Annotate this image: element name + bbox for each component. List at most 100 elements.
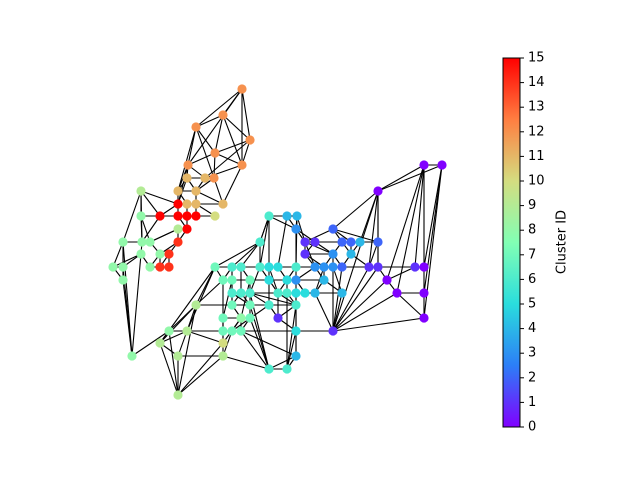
graph-edge [131, 253, 142, 357]
graph-node [136, 186, 146, 196]
graph-edge [177, 126, 197, 192]
graph-edge [214, 139, 251, 154]
graph-edge [286, 330, 297, 370]
graph-node [346, 249, 356, 259]
graph-edge [159, 342, 179, 396]
graph-node [183, 160, 193, 170]
graph-edge [187, 88, 243, 166]
graph-edge [377, 164, 443, 192]
colorbar-tick-label: 14 [528, 75, 545, 90]
graph-edge [249, 266, 261, 294]
graph-node [108, 262, 118, 272]
graph-node [273, 288, 283, 298]
graph-edge [423, 164, 443, 268]
graph-edge [332, 266, 343, 332]
graph-node [282, 364, 292, 374]
graph-node [300, 249, 310, 259]
graph-node [419, 160, 429, 170]
graph-edge [332, 190, 379, 230]
graph-edge [214, 152, 243, 166]
colorbar-tick-label: 12 [528, 124, 545, 139]
graph-node [264, 364, 274, 374]
graph-node [410, 262, 420, 272]
graph-edge [195, 114, 224, 128]
graph-edge [214, 241, 261, 268]
graph-node [182, 199, 192, 209]
graph-node [210, 148, 220, 158]
graph-edge [314, 292, 334, 332]
graph-edge [332, 279, 388, 332]
graph-node [292, 211, 302, 221]
graph-node [164, 249, 174, 259]
graph-edge [231, 241, 261, 268]
graph-node [182, 211, 192, 221]
graph-edge [286, 304, 297, 370]
graph-node [419, 262, 429, 272]
colorbar-tick-label: 2 [528, 370, 536, 385]
graph-edge [414, 164, 425, 268]
graph-node [118, 262, 128, 272]
graph-node [245, 135, 255, 145]
graph-node [236, 262, 246, 272]
graph-edge [177, 164, 189, 205]
graph-node [300, 288, 310, 298]
graph-edge [195, 279, 224, 306]
graph-node [236, 313, 246, 323]
graph-edge [122, 190, 142, 243]
graph-node [255, 237, 265, 247]
graph-node [191, 211, 201, 221]
graph-node [310, 288, 320, 298]
graph-edge [396, 292, 425, 319]
graph-edge [332, 190, 379, 332]
graph-node [291, 326, 301, 336]
graph-node [346, 237, 356, 247]
graph-node [218, 338, 228, 348]
graph-edge [186, 330, 224, 344]
colorbar-gradient [502, 57, 521, 428]
colorbar-tick-label: 4 [528, 321, 536, 336]
colorbar-tick-label: 5 [528, 297, 536, 312]
graph-edge [268, 215, 297, 230]
graph-node [245, 275, 255, 285]
graph-node [245, 313, 255, 323]
colorbar-tick-label: 6 [528, 272, 536, 287]
graph-node [173, 390, 183, 400]
graph-edge [240, 241, 261, 268]
graph-node [227, 288, 237, 298]
graph-node [136, 249, 146, 259]
graph-edge [112, 253, 142, 268]
graph-node [173, 224, 183, 234]
colorbar-tick-label: 8 [528, 223, 536, 238]
graph-node [218, 326, 228, 336]
graph-edge [195, 190, 224, 205]
graph-node [291, 224, 301, 234]
graph-node [209, 173, 219, 183]
graph-node [264, 262, 274, 272]
graph-node [210, 211, 220, 221]
graph-edge [332, 292, 398, 332]
graph-edge [140, 190, 179, 205]
graph-edge [240, 279, 251, 319]
graph-edge [377, 164, 425, 192]
graph-edge [359, 190, 379, 243]
graph-node [282, 275, 292, 285]
graph-node [173, 351, 183, 361]
graph-edge [222, 164, 243, 205]
graph-node [218, 110, 228, 120]
colorbar-tick-label: 3 [528, 346, 536, 361]
graph-edge [249, 292, 297, 306]
graph-node [419, 313, 429, 323]
colorbar-tick-label: 7 [528, 247, 536, 262]
graph-edge [122, 241, 133, 357]
graph-node [255, 262, 265, 272]
graph-node [264, 300, 274, 310]
graph-node [328, 249, 338, 259]
graph-node [273, 313, 283, 323]
graph-edge [222, 355, 270, 370]
graph-node [437, 160, 447, 170]
colorbar-tick-label: 10 [528, 174, 545, 189]
graph-node [173, 199, 183, 209]
graph-node [319, 275, 329, 285]
graph-edge [168, 330, 179, 396]
